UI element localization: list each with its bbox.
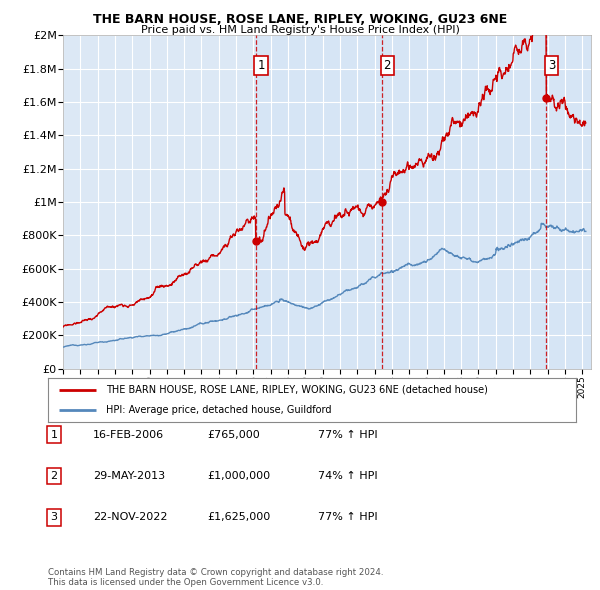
Text: 74% ↑ HPI: 74% ↑ HPI: [318, 471, 377, 481]
Text: 3: 3: [50, 513, 58, 522]
Text: 1: 1: [257, 59, 265, 72]
Bar: [256, 35, 382, 369]
Text: 3: 3: [548, 59, 555, 72]
Text: £1,625,000: £1,625,000: [207, 513, 270, 522]
Text: £765,000: £765,000: [207, 430, 260, 440]
Text: 77% ↑ HPI: 77% ↑ HPI: [318, 430, 377, 440]
Text: Price paid vs. HM Land Registry's House Price Index (HPI): Price paid vs. HM Land Registry's House …: [140, 25, 460, 35]
Text: £1,000,000: £1,000,000: [207, 471, 270, 481]
Text: 29-MAY-2013: 29-MAY-2013: [93, 471, 165, 481]
Text: HPI: Average price, detached house, Guildford: HPI: Average price, detached house, Guil…: [106, 405, 332, 415]
Bar: [382, 35, 546, 369]
Text: Contains HM Land Registry data © Crown copyright and database right 2024.
This d: Contains HM Land Registry data © Crown c…: [48, 568, 383, 587]
Text: 2: 2: [50, 471, 58, 481]
Text: 1: 1: [50, 430, 58, 440]
Text: 16-FEB-2006: 16-FEB-2006: [93, 430, 164, 440]
Text: THE BARN HOUSE, ROSE LANE, RIPLEY, WOKING, GU23 6NE (detached house): THE BARN HOUSE, ROSE LANE, RIPLEY, WOKIN…: [106, 385, 488, 395]
Text: THE BARN HOUSE, ROSE LANE, RIPLEY, WOKING, GU23 6NE: THE BARN HOUSE, ROSE LANE, RIPLEY, WOKIN…: [93, 13, 507, 26]
Text: 2: 2: [383, 59, 391, 72]
Text: 22-NOV-2022: 22-NOV-2022: [93, 513, 167, 522]
Bar: [546, 35, 591, 369]
Text: 77% ↑ HPI: 77% ↑ HPI: [318, 513, 377, 522]
